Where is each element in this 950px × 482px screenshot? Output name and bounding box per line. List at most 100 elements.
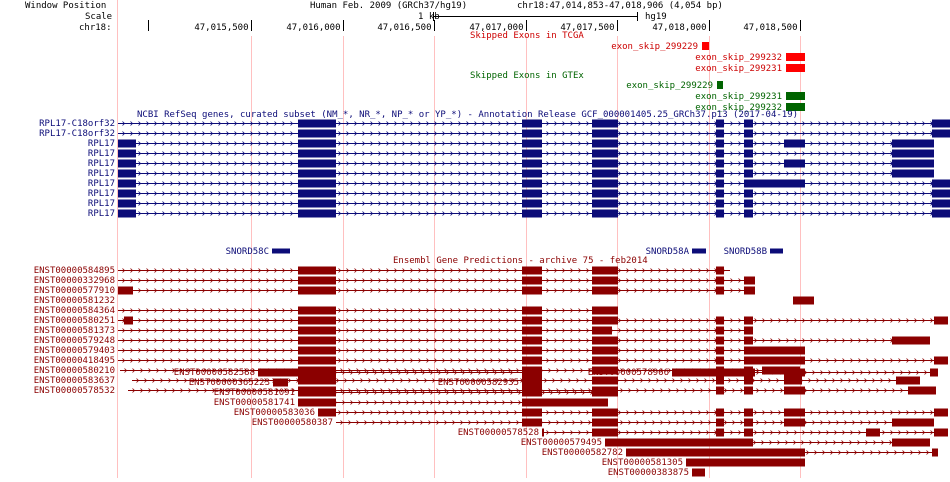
gene-feature[interactable] — [273, 378, 288, 387]
tcga-exon-block[interactable] — [786, 53, 805, 61]
ensembl-gene-label[interactable]: ENST00000365223 — [189, 378, 270, 388]
gene-feature[interactable] — [692, 468, 705, 477]
tcga-item-label[interactable]: exon_skip_299231 — [695, 64, 782, 74]
strand-arrow — [890, 121, 894, 126]
gtex-item-label[interactable]: exon_skip_299232 — [695, 103, 782, 113]
ensembl-gene-label[interactable]: ENST00000581305 — [602, 458, 683, 468]
refseq-gene-label[interactable]: RPL17 — [88, 199, 115, 209]
exon-block — [592, 149, 618, 158]
gene-feature[interactable] — [118, 139, 934, 148]
refseq-gene-label[interactable]: RPL17 — [88, 209, 115, 219]
gene-feature[interactable] — [118, 326, 753, 335]
refseq-gene-label[interactable]: RPL17 — [88, 139, 115, 149]
gtex-exon-block[interactable] — [786, 103, 805, 111]
ensembl-gene-label[interactable]: ENST00000582588 — [174, 368, 255, 378]
gene-feature[interactable] — [118, 179, 950, 188]
refseq-genes-track[interactable]: NCBI RefSeq genes, curated subset (NM_*,… — [39, 110, 950, 257]
ensembl-gene-label[interactable]: ENST00000583637 — [34, 376, 115, 386]
snorna-block[interactable] — [770, 248, 783, 254]
ensembl-gene-label[interactable]: ENST00000578532 — [34, 386, 115, 396]
snorna-block[interactable] — [692, 248, 706, 254]
gene-feature[interactable] — [118, 119, 950, 128]
refseq-gene-label[interactable]: RPL17 — [88, 159, 115, 169]
gene-feature[interactable] — [118, 346, 805, 355]
ensembl-gene-label[interactable]: ENST00000577910 — [34, 286, 115, 296]
gene-feature[interactable] — [336, 418, 934, 427]
snorna-block[interactable] — [272, 248, 290, 254]
snorna-label[interactable]: SNORD58C — [226, 247, 269, 257]
ensembl-gene-label[interactable]: ENST00000583036 — [234, 408, 315, 418]
tcga-exon-block[interactable] — [702, 42, 709, 50]
gtex-skipped-exons-track[interactable]: Skipped Exons in GTEx exon_skip_299229ex… — [470, 71, 805, 113]
ensembl-gene-label[interactable]: ENST00000418495 — [34, 356, 115, 366]
gene-feature[interactable] — [118, 276, 755, 285]
gene-feature[interactable] — [686, 458, 805, 467]
gene-feature[interactable] — [118, 129, 950, 138]
ensembl-gene-label[interactable]: ENST00000581091 — [214, 388, 295, 398]
tcga-exon-block[interactable] — [786, 64, 805, 72]
gene-feature[interactable] — [118, 356, 948, 365]
gene-feature[interactable] — [118, 189, 950, 198]
ensembl-gene-label[interactable]: ENST00000579495 — [521, 438, 602, 448]
refseq-gene-label[interactable]: RPL17-C18orf32 — [39, 119, 115, 129]
strand-arrow — [354, 338, 358, 343]
ensembl-gene-label[interactable]: ENST00000580387 — [252, 418, 333, 428]
gene-feature[interactable] — [118, 159, 934, 168]
gene-feature[interactable] — [118, 199, 950, 208]
gene-feature[interactable] — [118, 286, 755, 295]
ensembl-gene-label[interactable]: ENST00000580251 — [34, 316, 115, 326]
gene-feature[interactable] — [118, 306, 618, 315]
tcga-item-label[interactable]: exon_skip_299232 — [695, 53, 782, 63]
gene-feature[interactable] — [118, 209, 950, 218]
strand-arrow — [282, 288, 286, 293]
gtex-exon-block[interactable] — [786, 92, 805, 100]
ensembl-gene-label[interactable]: ENST00000579403 — [34, 346, 115, 356]
strand-arrow — [769, 440, 773, 445]
gene-feature[interactable] — [258, 368, 542, 377]
gene-feature[interactable] — [542, 428, 948, 437]
gene-feature[interactable] — [118, 169, 934, 178]
gene-feature[interactable] — [318, 408, 948, 417]
gene-feature[interactable] — [522, 378, 542, 387]
ensembl-gene-label[interactable]: ENST00000579248 — [34, 336, 115, 346]
gene-feature[interactable] — [298, 388, 618, 397]
gene-feature[interactable] — [298, 398, 608, 407]
gene-feature[interactable] — [118, 316, 948, 325]
gtex-item-label[interactable]: exon_skip_299229 — [626, 81, 713, 91]
gene-feature[interactable] — [605, 438, 930, 447]
ensembl-gene-label[interactable]: ENST00000580210 — [34, 366, 115, 376]
gene-feature[interactable] — [118, 149, 934, 158]
tcga-skipped-exons-track[interactable]: Skipped Exons in TCGA exon_skip_299229ex… — [470, 31, 805, 74]
ensembl-gene-label[interactable]: ENST00000578528 — [458, 428, 539, 438]
ensembl-gene-label[interactable]: ENST00000581373 — [34, 326, 115, 336]
ensembl-gene-label[interactable]: ENST00000383875 — [608, 468, 689, 478]
ensembl-gene-label[interactable]: ENST00000581741 — [214, 398, 295, 408]
ensembl-gene-label[interactable]: ENST00000582935 — [438, 378, 519, 388]
tcga-item-label[interactable]: exon_skip_299229 — [611, 42, 698, 52]
ensembl-gene-label[interactable]: ENST00000578966 — [588, 368, 669, 378]
gene-feature[interactable] — [793, 296, 814, 305]
gtex-item-label[interactable]: exon_skip_299231 — [695, 92, 782, 102]
ensembl-gene-label[interactable]: ENST00000582782 — [542, 448, 623, 458]
gene-feature[interactable] — [118, 336, 930, 345]
gene-feature[interactable] — [626, 448, 938, 457]
gene-feature[interactable] — [672, 368, 938, 377]
refseq-gene-label[interactable]: RPL17 — [88, 189, 115, 199]
refseq-gene-label[interactable]: RPL17 — [88, 169, 115, 179]
ensembl-gene-label[interactable]: ENST00000584364 — [34, 306, 115, 316]
gene-feature[interactable] — [118, 266, 730, 275]
snorna-label[interactable]: SNORD58A — [646, 247, 690, 257]
strand-arrow — [826, 121, 830, 126]
snorna-label[interactable]: SNORD58B — [724, 247, 767, 257]
refseq-gene-label[interactable]: RPL17 — [88, 179, 115, 189]
refseq-gene-label[interactable]: RPL17 — [88, 149, 115, 159]
ensembl-genes-track[interactable]: Ensembl Gene Predictions - archive 75 - … — [34, 256, 948, 478]
refseq-gene-label[interactable]: RPL17-C18orf32 — [39, 129, 115, 139]
gtex-exon-block[interactable] — [717, 81, 723, 89]
ensembl-gene-label[interactable]: ENST00000584895 — [34, 266, 115, 276]
ensembl-gene-label[interactable]: ENST00000581232 — [34, 296, 115, 306]
ensembl-gene-label[interactable]: ENST00000332968 — [34, 276, 115, 286]
exon-block — [744, 408, 753, 417]
